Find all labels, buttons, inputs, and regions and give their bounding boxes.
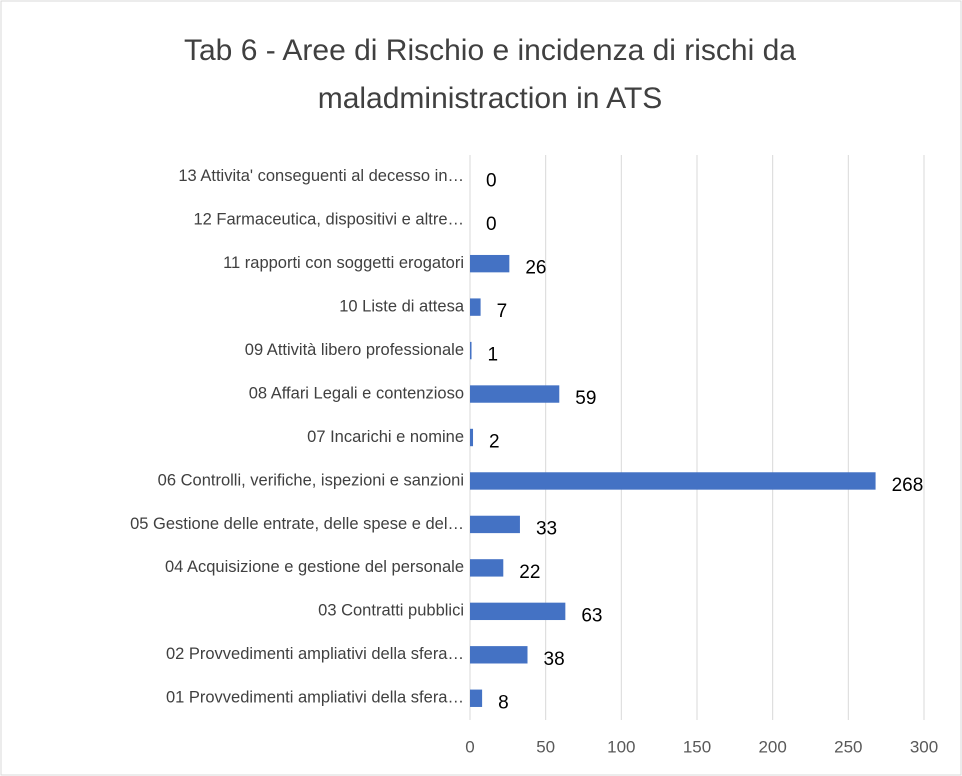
y-tick-label: 11 rapporti con soggetti erogatori <box>223 254 464 272</box>
bar <box>470 254 510 273</box>
data-label: 26 <box>525 258 546 279</box>
data-label: 1 <box>488 345 499 366</box>
bar <box>470 602 566 621</box>
y-tick-label: 05 Gestione delle entrate, delle spese e… <box>130 515 464 533</box>
bar <box>470 385 560 403</box>
bar <box>470 298 481 316</box>
bar <box>470 559 504 577</box>
data-label: 268 <box>892 475 924 496</box>
bar <box>470 646 528 664</box>
data-label: 33 <box>536 518 557 539</box>
bar <box>470 472 876 490</box>
data-label: 7 <box>497 301 508 322</box>
bar <box>470 341 472 360</box>
y-tick-label: 04 Acquisizione e gestione del personale <box>165 558 464 576</box>
y-tick-label: 06 Controlli, verifiche, ispezioni e san… <box>158 471 464 489</box>
data-label: 0 <box>486 214 497 235</box>
bar <box>470 515 520 534</box>
y-tick-label: 08 Affari Legali e contenzioso <box>249 384 464 402</box>
y-tick-label: 01 Provvedimenti ampliativi della sfera… <box>166 689 464 707</box>
x-tick-label: 200 <box>758 737 786 756</box>
data-label: 0 <box>486 171 497 192</box>
data-label: 59 <box>575 388 596 409</box>
bar <box>470 428 474 447</box>
x-tick-label: 150 <box>683 737 711 756</box>
data-label: 2 <box>489 432 500 453</box>
data-label: 22 <box>519 562 540 583</box>
data-label: 63 <box>581 605 602 626</box>
bar <box>470 689 483 707</box>
data-label: 8 <box>498 692 509 713</box>
y-tick-label: 09 Attività libero professionale <box>245 341 464 359</box>
data-label: 38 <box>544 649 565 670</box>
x-tick-label: 300 <box>910 737 938 756</box>
x-tick-label: 100 <box>607 737 635 756</box>
y-tick-label: 12 Farmaceutica, dispositivi e altre… <box>193 211 464 229</box>
chart-title: maladministraction in ATS <box>318 82 663 115</box>
y-tick-label: 13 Attivita' conseguenti al decesso in… <box>178 167 464 185</box>
y-tick-label: 10 Liste di attesa <box>339 297 465 315</box>
x-tick-label: 250 <box>834 737 862 756</box>
x-tick-label: 50 <box>536 737 555 756</box>
y-tick-label: 03 Contratti pubblici <box>318 602 464 620</box>
y-tick-label: 07 Incarichi e nomine <box>307 428 464 446</box>
x-tick-label: 0 <box>465 737 474 756</box>
chart-title: Tab 6 - Aree di Rischio e incidenza di r… <box>184 34 796 67</box>
y-tick-label: 02 Provvedimenti ampliativi della sfera… <box>166 645 464 663</box>
